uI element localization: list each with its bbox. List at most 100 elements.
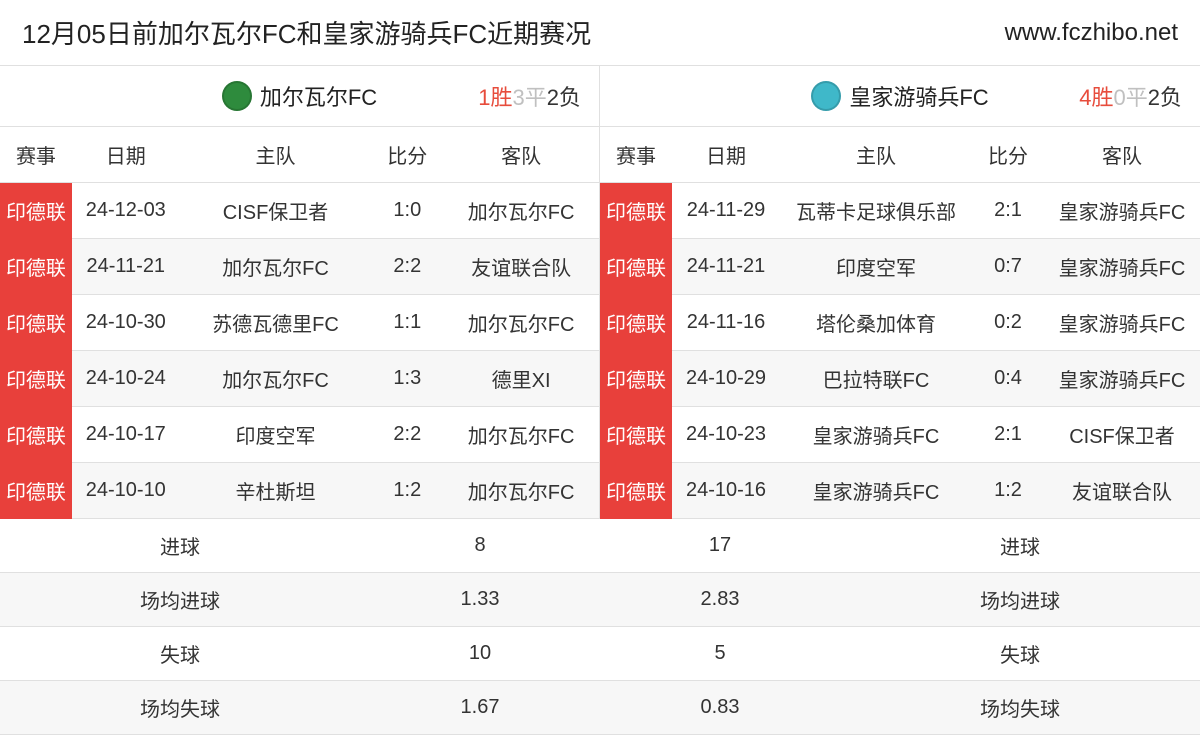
- stat-value: 1.33: [360, 588, 600, 611]
- cell-away: 加尔瓦尔FC: [443, 420, 599, 449]
- left-team-logo-icon: [222, 81, 252, 111]
- right-table: 赛事 日期 主队 比分 客队 印德联24-11-29瓦蒂卡足球俱乐部2:1皇家游…: [600, 127, 1200, 519]
- table-row: 印德联24-10-17印度空军2:2加尔瓦尔FC: [0, 407, 599, 463]
- cell-date: 24-10-30: [72, 311, 180, 334]
- col-home: 主队: [180, 140, 372, 169]
- stat-value: 10: [360, 642, 600, 665]
- event-badge: 印德联: [0, 295, 72, 351]
- cell-home: 巴拉特联FC: [780, 364, 972, 393]
- left-panel: 加尔瓦尔FC 1胜3平2负 赛事 日期 主队 比分 客队 印德联24-12-03…: [0, 66, 600, 519]
- cell-score: 0:7: [972, 255, 1044, 278]
- cell-home: 加尔瓦尔FC: [180, 252, 372, 281]
- stat-label: 场均进球: [0, 585, 360, 614]
- cell-score: 1:1: [371, 311, 443, 334]
- table-row: 印德联24-10-16皇家游骑兵FC1:2友谊联合队: [600, 463, 1200, 519]
- cell-date: 24-11-21: [72, 255, 180, 278]
- cell-date: 24-11-29: [672, 199, 780, 222]
- cell-date: 24-10-17: [72, 423, 180, 446]
- panels-container: 加尔瓦尔FC 1胜3平2负 赛事 日期 主队 比分 客队 印德联24-12-03…: [0, 66, 1200, 519]
- cell-away: 皇家游骑兵FC: [1044, 308, 1200, 337]
- stats-row-goals: 进球 8 17 进球: [0, 519, 1200, 573]
- cell-away: 德里XI: [443, 364, 599, 393]
- stat-label: 失球: [840, 639, 1200, 668]
- col-score: 比分: [371, 140, 443, 169]
- table-row: 印德联24-12-03CISF保卫者1:0加尔瓦尔FC: [0, 183, 599, 239]
- table-row: 印德联24-11-21加尔瓦尔FC2:2友谊联合队: [0, 239, 599, 295]
- cell-score: 1:0: [371, 199, 443, 222]
- event-badge: 印德联: [600, 463, 672, 519]
- right-team-logo-icon: [811, 81, 841, 111]
- col-score: 比分: [972, 140, 1044, 169]
- page-title: 12月05日前加尔瓦尔FC和皇家游骑兵FC近期赛况: [22, 14, 591, 51]
- cell-home: 加尔瓦尔FC: [180, 364, 372, 393]
- cell-score: 1:2: [371, 479, 443, 502]
- cell-date: 24-11-16: [672, 311, 780, 334]
- table-row: 印德联24-10-23皇家游骑兵FC2:1CISF保卫者: [600, 407, 1200, 463]
- table-row: 印德联24-10-29巴拉特联FC0:4皇家游骑兵FC: [600, 351, 1200, 407]
- stats-row-conceded: 失球 10 5 失球: [0, 627, 1200, 681]
- stat-value: 2.83: [600, 588, 840, 611]
- col-date: 日期: [672, 140, 780, 169]
- cell-away: CISF保卫者: [1044, 420, 1200, 449]
- cell-home: 印度空军: [180, 420, 372, 449]
- right-panel: 皇家游骑兵FC 4胜0平2负 赛事 日期 主队 比分 客队 印德联24-11-2…: [600, 66, 1200, 519]
- record-win: 4胜: [1079, 85, 1113, 110]
- cell-date: 24-10-16: [672, 479, 780, 502]
- stat-label: 场均失球: [840, 693, 1200, 722]
- cell-date: 24-12-03: [72, 199, 180, 222]
- record-draw: 3平: [512, 85, 546, 110]
- left-team-header: 加尔瓦尔FC 1胜3平2负: [0, 66, 599, 127]
- cell-date: 24-10-23: [672, 423, 780, 446]
- right-team-record: 4胜0平2负: [1079, 80, 1182, 112]
- stat-value: 1.67: [360, 696, 600, 719]
- stat-label: 场均失球: [0, 693, 360, 722]
- cell-date: 24-10-29: [672, 367, 780, 390]
- event-badge: 印德联: [600, 183, 672, 239]
- stat-label: 失球: [0, 639, 360, 668]
- table-row: 印德联24-11-21印度空军0:7皇家游骑兵FC: [600, 239, 1200, 295]
- cell-away: 加尔瓦尔FC: [443, 476, 599, 505]
- cell-score: 1:2: [972, 479, 1044, 502]
- left-team-record: 1胜3平2负: [478, 80, 581, 112]
- left-team-name: 加尔瓦尔FC: [260, 80, 377, 112]
- table-header-row: 赛事 日期 主队 比分 客队: [0, 127, 599, 183]
- record-lose: 2负: [547, 85, 581, 110]
- cell-score: 2:1: [972, 423, 1044, 446]
- record-win: 1胜: [478, 85, 512, 110]
- event-badge: 印德联: [600, 407, 672, 463]
- cell-away: 皇家游骑兵FC: [1044, 252, 1200, 281]
- right-team-name: 皇家游骑兵FC: [849, 80, 988, 112]
- cell-score: 1:3: [371, 367, 443, 390]
- stats-row-avg-conceded: 场均失球 1.67 0.83 场均失球: [0, 681, 1200, 735]
- page-header: 12月05日前加尔瓦尔FC和皇家游骑兵FC近期赛况 www.fczhibo.ne…: [0, 0, 1200, 66]
- event-badge: 印德联: [0, 407, 72, 463]
- cell-home: 辛杜斯坦: [180, 476, 372, 505]
- table-row: 印德联24-11-16塔伦桑加体育0:2皇家游骑兵FC: [600, 295, 1200, 351]
- stat-value: 8: [360, 534, 600, 557]
- event-badge: 印德联: [0, 351, 72, 407]
- stats-row-avg-goals: 场均进球 1.33 2.83 场均进球: [0, 573, 1200, 627]
- stat-value: 5: [600, 642, 840, 665]
- cell-home: CISF保卫者: [180, 196, 372, 225]
- cell-score: 2:2: [371, 423, 443, 446]
- stat-label: 进球: [840, 531, 1200, 560]
- record-lose: 2负: [1148, 85, 1182, 110]
- event-badge: 印德联: [600, 351, 672, 407]
- cell-date: 24-11-21: [672, 255, 780, 278]
- cell-home: 塔伦桑加体育: [780, 308, 972, 337]
- cell-away: 友谊联合队: [443, 252, 599, 281]
- cell-away: 友谊联合队: [1044, 476, 1200, 505]
- stats-section: 进球 8 17 进球 场均进球 1.33 2.83 场均进球 失球 10 5 失…: [0, 519, 1200, 735]
- cell-date: 24-10-10: [72, 479, 180, 502]
- cell-away: 加尔瓦尔FC: [443, 308, 599, 337]
- cell-home: 瓦蒂卡足球俱乐部: [780, 196, 972, 225]
- col-away: 客队: [1044, 140, 1200, 169]
- table-row: 印德联24-11-29瓦蒂卡足球俱乐部2:1皇家游骑兵FC: [600, 183, 1200, 239]
- cell-score: 2:1: [972, 199, 1044, 222]
- col-event: 赛事: [600, 140, 672, 169]
- stat-value: 0.83: [600, 696, 840, 719]
- cell-home: 印度空军: [780, 252, 972, 281]
- left-table: 赛事 日期 主队 比分 客队 印德联24-12-03CISF保卫者1:0加尔瓦尔…: [0, 127, 599, 519]
- col-home: 主队: [780, 140, 972, 169]
- event-badge: 印德联: [600, 295, 672, 351]
